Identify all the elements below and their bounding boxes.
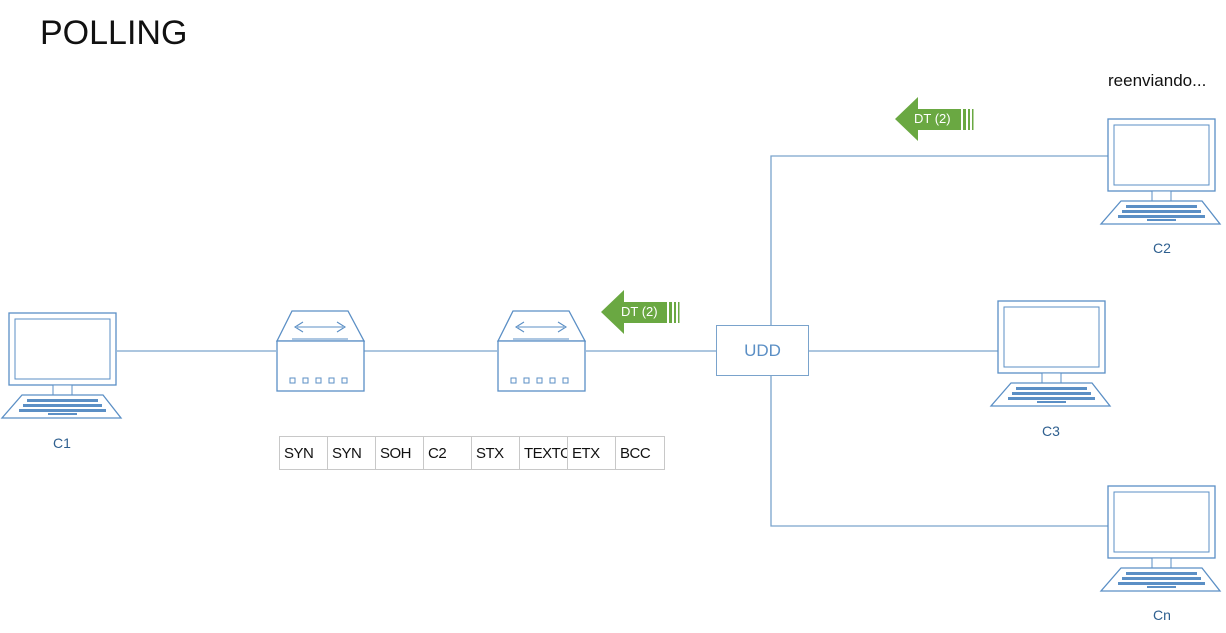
connection-lines: [117, 155, 1108, 527]
message-label-lower: DT (2): [621, 304, 658, 319]
computer-c1-icon: [0, 312, 123, 419]
frame-field: BCC: [620, 445, 651, 462]
page-title: POLLING: [40, 14, 188, 52]
modem-1-icon: [275, 310, 366, 392]
frame-field: SYN: [328, 437, 376, 469]
computer-cn-icon: [1099, 485, 1222, 592]
status-text: reenviando...: [1108, 71, 1207, 90]
computer-c3-icon: [989, 300, 1112, 407]
frame-field: STX: [472, 437, 520, 469]
frame-field: SYN: [280, 437, 328, 469]
link-udd-c2: [770, 155, 1108, 325]
computer-c2-icon: [1099, 118, 1222, 225]
udd-node: UDD: [716, 325, 809, 376]
label-cn: Cn: [1153, 607, 1171, 623]
frame-field: TEXTO: [520, 437, 568, 469]
label-c3: C3: [1042, 423, 1060, 439]
frame-field: SOH: [376, 437, 424, 469]
udd-label: UDD: [744, 340, 781, 360]
frame-field: ETX: [568, 437, 616, 469]
label-c2: C2: [1153, 240, 1171, 256]
message-arrow-lower: [601, 290, 680, 334]
modem-2-icon: [496, 310, 587, 392]
message-arrow-upper: [895, 97, 974, 141]
link-udd-cn: [770, 376, 1108, 527]
message-label-upper: DT (2): [914, 111, 951, 126]
frame-field: C2: [424, 437, 472, 469]
frame-fields-table: SYN SYN SOH C2 STX TEXTO ETX BCC: [279, 436, 665, 470]
label-c1: C1: [53, 435, 71, 451]
